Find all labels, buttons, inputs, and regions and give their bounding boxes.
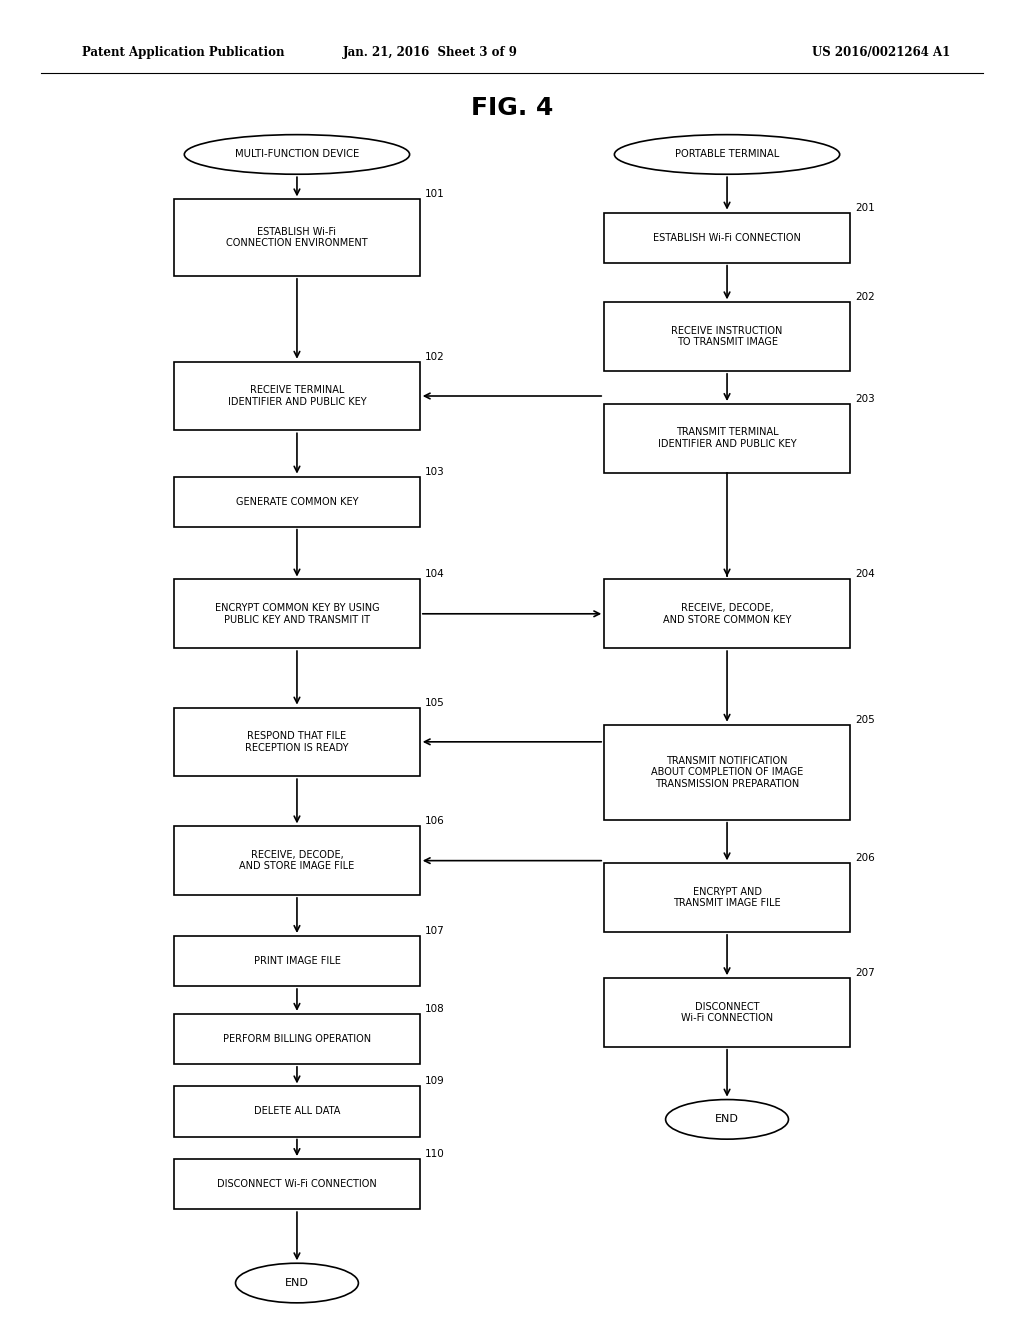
Text: DISCONNECT
Wi-Fi CONNECTION: DISCONNECT Wi-Fi CONNECTION <box>681 1002 773 1023</box>
Text: 101: 101 <box>425 189 444 199</box>
Bar <box>604 978 850 1047</box>
Text: 103: 103 <box>425 466 444 477</box>
Text: ESTABLISH Wi-Fi
CONNECTION ENVIRONMENT: ESTABLISH Wi-Fi CONNECTION ENVIRONMENT <box>226 227 368 248</box>
Text: 105: 105 <box>425 697 444 708</box>
Text: 201: 201 <box>855 202 874 213</box>
Bar <box>604 213 850 263</box>
Text: 108: 108 <box>425 1003 444 1014</box>
Text: RECEIVE INSTRUCTION
TO TRANSMIT IMAGE: RECEIVE INSTRUCTION TO TRANSMIT IMAGE <box>672 326 782 347</box>
Text: US 2016/0021264 A1: US 2016/0021264 A1 <box>811 46 950 59</box>
Text: RECEIVE, DECODE,
AND STORE COMMON KEY: RECEIVE, DECODE, AND STORE COMMON KEY <box>663 603 792 624</box>
Bar <box>174 936 420 986</box>
Bar <box>174 477 420 527</box>
Text: Jan. 21, 2016  Sheet 3 of 9: Jan. 21, 2016 Sheet 3 of 9 <box>343 46 517 59</box>
Bar <box>174 708 420 776</box>
Text: ENCRYPT AND
TRANSMIT IMAGE FILE: ENCRYPT AND TRANSMIT IMAGE FILE <box>673 887 781 908</box>
Bar <box>604 579 850 648</box>
Bar <box>604 863 850 932</box>
Text: 205: 205 <box>855 714 874 725</box>
Text: 104: 104 <box>425 569 444 579</box>
Text: 102: 102 <box>425 351 444 362</box>
Text: 203: 203 <box>855 393 874 404</box>
Text: ESTABLISH Wi-Fi CONNECTION: ESTABLISH Wi-Fi CONNECTION <box>653 232 801 243</box>
Text: 109: 109 <box>425 1076 444 1086</box>
Ellipse shape <box>184 135 410 174</box>
Bar <box>604 302 850 371</box>
Text: 110: 110 <box>425 1148 444 1159</box>
Ellipse shape <box>236 1263 358 1303</box>
Text: RESPOND THAT FILE
RECEPTION IS READY: RESPOND THAT FILE RECEPTION IS READY <box>245 731 349 752</box>
Text: TRANSMIT NOTIFICATION
ABOUT COMPLETION OF IMAGE
TRANSMISSION PREPARATION: TRANSMIT NOTIFICATION ABOUT COMPLETION O… <box>651 755 803 789</box>
Bar <box>604 404 850 473</box>
Bar <box>174 826 420 895</box>
Text: END: END <box>715 1114 739 1125</box>
Text: END: END <box>285 1278 309 1288</box>
Text: 206: 206 <box>855 853 874 863</box>
Text: 207: 207 <box>855 968 874 978</box>
Text: ENCRYPT COMMON KEY BY USING
PUBLIC KEY AND TRANSMIT IT: ENCRYPT COMMON KEY BY USING PUBLIC KEY A… <box>215 603 379 624</box>
Ellipse shape <box>614 135 840 174</box>
Text: 202: 202 <box>855 292 874 302</box>
Text: Patent Application Publication: Patent Application Publication <box>82 46 285 59</box>
Bar <box>174 1086 420 1137</box>
Bar <box>174 362 420 430</box>
Text: 204: 204 <box>855 569 874 579</box>
Text: PERFORM BILLING OPERATION: PERFORM BILLING OPERATION <box>223 1034 371 1044</box>
Text: RECEIVE, DECODE,
AND STORE IMAGE FILE: RECEIVE, DECODE, AND STORE IMAGE FILE <box>240 850 354 871</box>
Text: DELETE ALL DATA: DELETE ALL DATA <box>254 1106 340 1117</box>
Text: DISCONNECT Wi-Fi CONNECTION: DISCONNECT Wi-Fi CONNECTION <box>217 1179 377 1189</box>
Bar <box>174 579 420 648</box>
Text: GENERATE COMMON KEY: GENERATE COMMON KEY <box>236 496 358 507</box>
Text: RECEIVE TERMINAL
IDENTIFIER AND PUBLIC KEY: RECEIVE TERMINAL IDENTIFIER AND PUBLIC K… <box>227 385 367 407</box>
Text: PORTABLE TERMINAL: PORTABLE TERMINAL <box>675 149 779 160</box>
Text: 107: 107 <box>425 925 444 936</box>
Ellipse shape <box>666 1100 788 1139</box>
Text: FIG. 4: FIG. 4 <box>471 96 553 120</box>
Text: PRINT IMAGE FILE: PRINT IMAGE FILE <box>254 956 340 966</box>
Bar <box>174 1159 420 1209</box>
Bar <box>604 725 850 820</box>
Bar <box>174 199 420 276</box>
Text: TRANSMIT TERMINAL
IDENTIFIER AND PUBLIC KEY: TRANSMIT TERMINAL IDENTIFIER AND PUBLIC … <box>657 428 797 449</box>
Text: MULTI-FUNCTION DEVICE: MULTI-FUNCTION DEVICE <box>234 149 359 160</box>
Bar <box>174 1014 420 1064</box>
Text: 106: 106 <box>425 816 444 826</box>
